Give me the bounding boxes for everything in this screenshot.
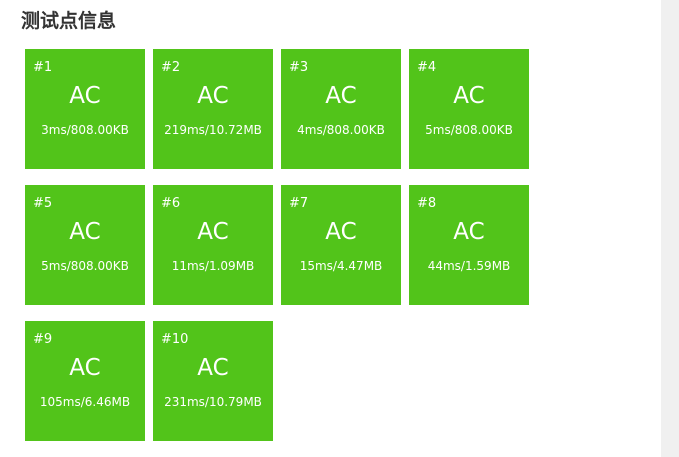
test-case-8[interactable]: #8 AC 44ms/1.59MB	[409, 185, 529, 305]
test-case-id: #8	[417, 196, 437, 211]
test-case-id: #2	[161, 60, 181, 75]
test-case-2[interactable]: #2 AC 219ms/10.72MB	[153, 49, 273, 169]
test-case-id: #10	[161, 332, 189, 347]
test-case-9[interactable]: #9 AC 105ms/6.46MB	[25, 321, 145, 441]
scrollbar-track[interactable]	[661, 0, 679, 457]
test-case-status: AC	[325, 83, 357, 109]
test-case-time-memory: 105ms/6.46MB	[39, 395, 131, 409]
test-case-time-memory: 11ms/1.09MB	[171, 259, 255, 273]
test-case-id: #7	[289, 196, 309, 211]
test-case-id: #4	[417, 60, 437, 75]
test-case-time-memory: 219ms/10.72MB	[164, 123, 262, 137]
test-case-id: #9	[33, 332, 53, 347]
test-case-grid: #1 AC 3ms/808.00KB #2 AC 219ms/10.72MB #3 AC 4ms…	[25, 49, 529, 441]
test-case-6[interactable]: #6 AC 11ms/1.09MB	[153, 185, 273, 305]
test-case-time-memory: 4ms/808.00KB	[297, 123, 385, 137]
test-case-1[interactable]: #1 AC 3ms/808.00KB	[25, 49, 145, 169]
test-case-time-memory: 231ms/10.79MB	[164, 395, 262, 409]
test-case-time-memory: 44ms/1.59MB	[427, 259, 511, 273]
test-case-5[interactable]: #5 AC 5ms/808.00KB	[25, 185, 145, 305]
test-case-id: #3	[289, 60, 309, 75]
test-case-id: #1	[33, 60, 53, 75]
test-case-status: AC	[69, 83, 101, 109]
test-case-status: AC	[453, 83, 485, 109]
test-case-7[interactable]: #7 AC 15ms/4.47MB	[281, 185, 401, 305]
test-case-id: #6	[161, 196, 181, 211]
test-results-panel: 测试点信息 #1 AC 3ms/808.00KB #2 AC 219ms/10.72MB #…	[21, 10, 529, 441]
test-case-4[interactable]: #4 AC 5ms/808.00KB	[409, 49, 529, 169]
section-title: 测试点信息	[21, 10, 117, 32]
test-case-status: AC	[325, 219, 357, 245]
test-case-3[interactable]: #3 AC 4ms/808.00KB	[281, 49, 401, 169]
test-case-status: AC	[69, 355, 101, 381]
test-case-status: AC	[453, 219, 485, 245]
test-case-status: AC	[197, 83, 229, 109]
test-case-time-memory: 15ms/4.47MB	[299, 259, 383, 273]
test-case-status: AC	[197, 219, 229, 245]
test-case-status: AC	[69, 219, 101, 245]
test-case-time-memory: 3ms/808.00KB	[41, 123, 129, 137]
test-case-time-memory: 5ms/808.00KB	[425, 123, 513, 137]
test-case-status: AC	[197, 355, 229, 381]
test-case-time-memory: 5ms/808.00KB	[41, 259, 129, 273]
test-case-10[interactable]: #10 AC 231ms/10.79MB	[153, 321, 273, 441]
test-case-id: #5	[33, 196, 53, 211]
